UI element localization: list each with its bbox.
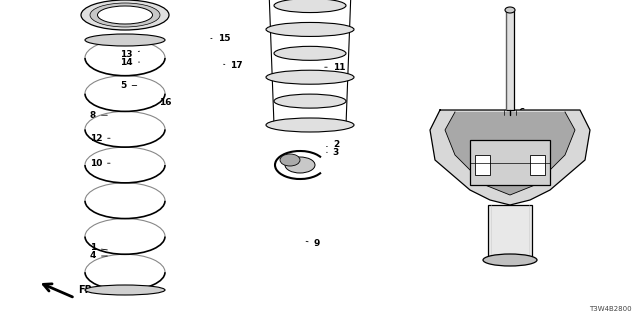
Ellipse shape — [274, 46, 346, 60]
Text: 1: 1 — [90, 244, 108, 252]
Polygon shape — [430, 110, 590, 205]
Text: 5: 5 — [120, 81, 137, 90]
Ellipse shape — [90, 3, 160, 27]
Text: 3: 3 — [326, 148, 339, 157]
Bar — [488, 205, 532, 260]
Ellipse shape — [266, 118, 354, 132]
Polygon shape — [445, 112, 575, 195]
Ellipse shape — [81, 0, 169, 30]
Ellipse shape — [280, 154, 300, 166]
Text: T3W4B2800: T3W4B2800 — [589, 306, 632, 312]
Text: 2: 2 — [326, 140, 339, 149]
Text: 7: 7 — [509, 116, 525, 124]
Bar — [475, 155, 490, 175]
Bar — [470, 140, 550, 185]
Ellipse shape — [274, 0, 346, 12]
Ellipse shape — [285, 157, 315, 173]
Ellipse shape — [274, 94, 346, 108]
Text: 11: 11 — [324, 63, 346, 72]
Text: 12: 12 — [90, 134, 110, 143]
Text: 16: 16 — [153, 98, 172, 107]
Text: 9: 9 — [306, 239, 320, 248]
Bar — [506, 10, 514, 110]
Text: 17: 17 — [223, 61, 243, 70]
Ellipse shape — [266, 22, 354, 36]
Bar — [530, 155, 545, 175]
Text: 15: 15 — [211, 34, 230, 43]
Ellipse shape — [85, 34, 165, 46]
Text: 6: 6 — [509, 108, 525, 117]
Text: 13: 13 — [120, 50, 140, 59]
Ellipse shape — [266, 70, 354, 84]
Ellipse shape — [505, 7, 515, 13]
Ellipse shape — [97, 6, 152, 24]
Ellipse shape — [483, 254, 537, 266]
Text: 14: 14 — [120, 58, 140, 67]
Text: 8: 8 — [90, 111, 108, 120]
Text: 4: 4 — [90, 252, 108, 260]
Ellipse shape — [85, 285, 165, 295]
Text: FR.: FR. — [78, 285, 96, 295]
Text: 10: 10 — [90, 159, 110, 168]
